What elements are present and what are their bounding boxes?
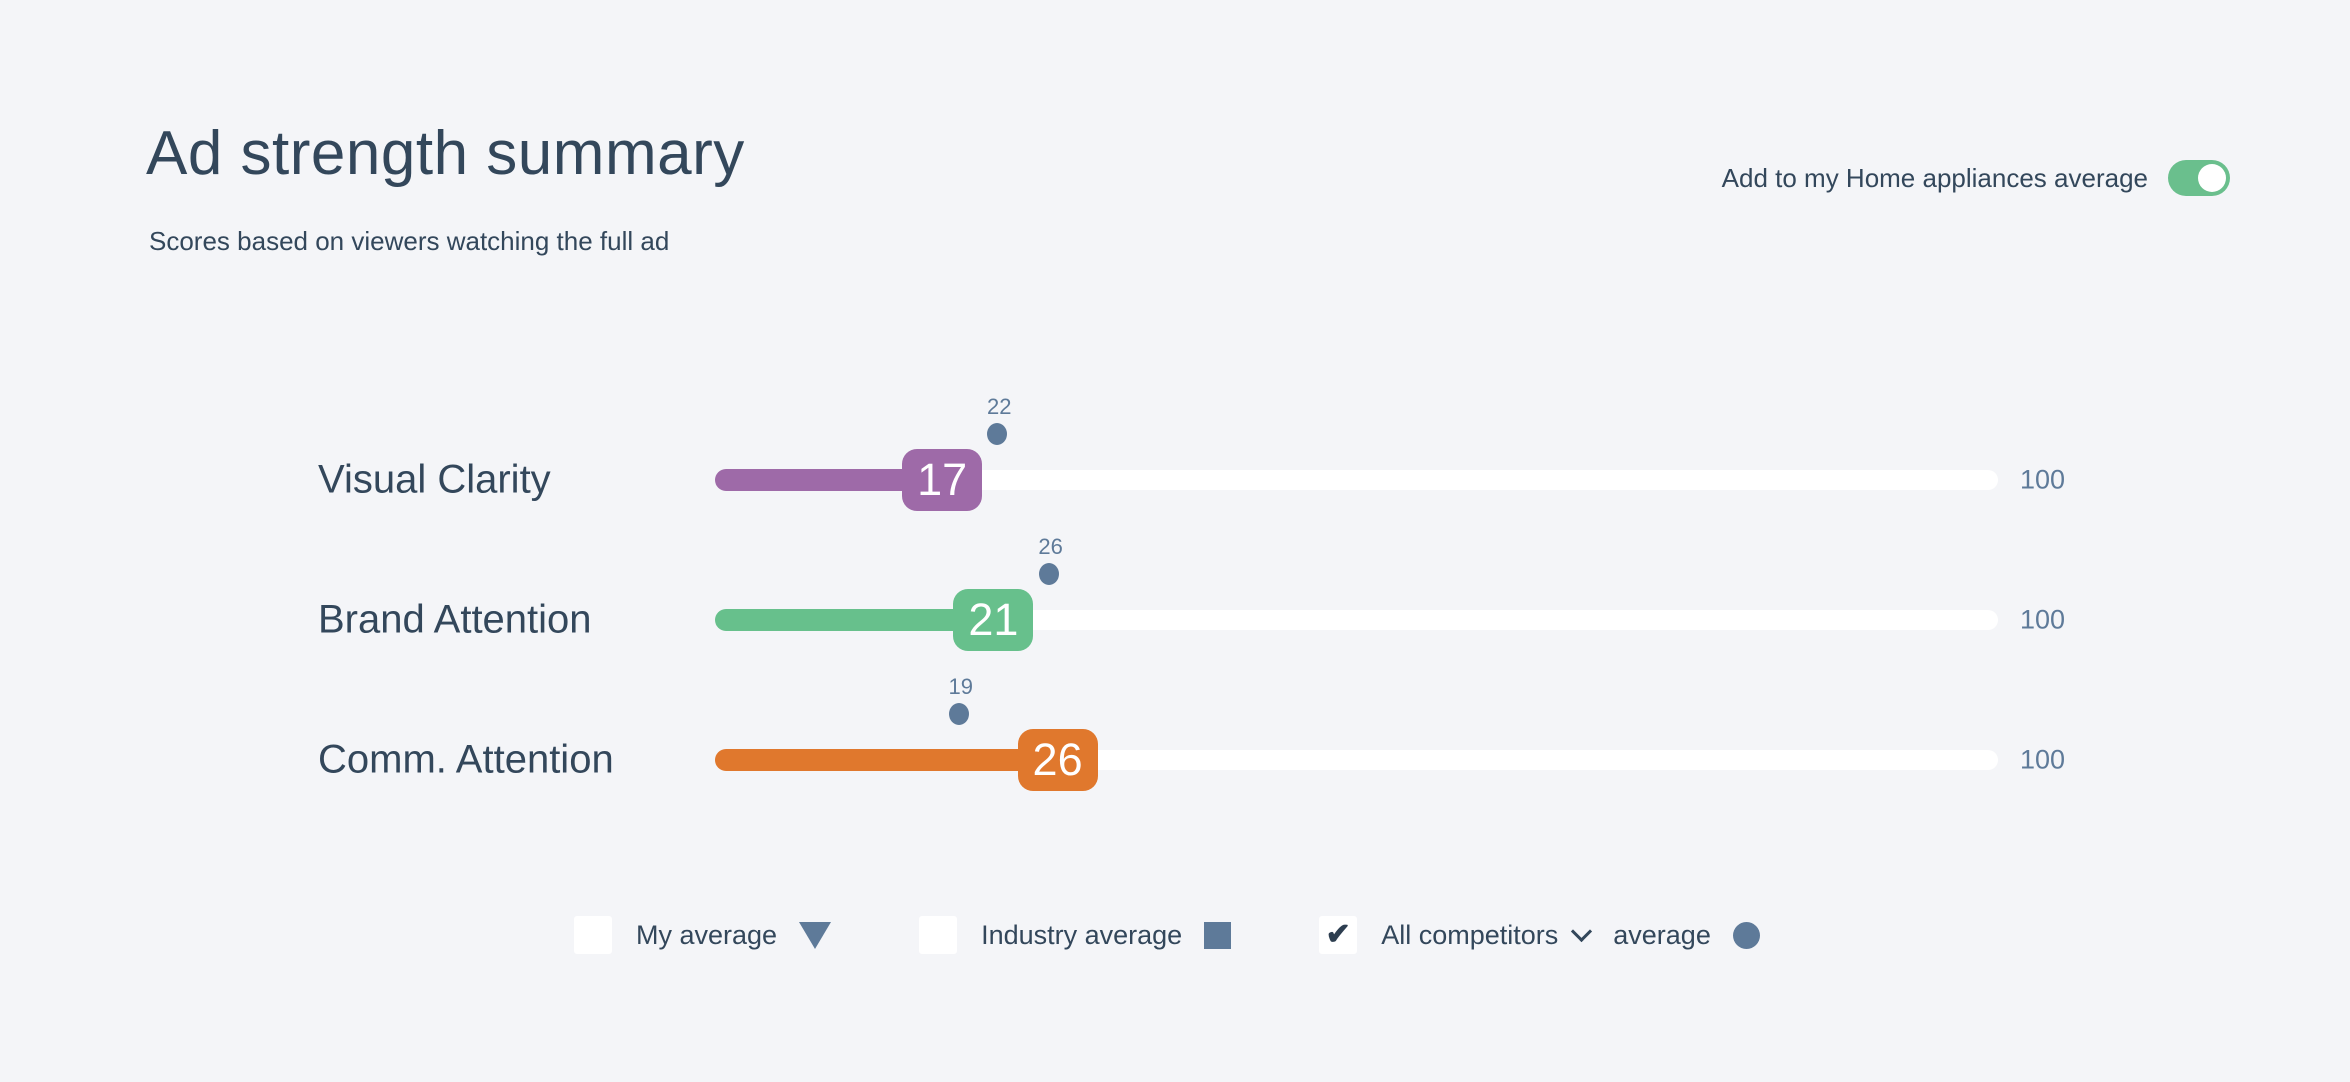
- score-value-badge: 21: [953, 589, 1034, 651]
- page-title: Ad strength summary: [146, 119, 745, 188]
- row-label: Brand Attention: [318, 597, 592, 642]
- axis-max-label: 100: [2020, 604, 2066, 635]
- legend-label: My average: [636, 919, 778, 950]
- score-value-badge: 17: [902, 449, 983, 511]
- chevron-down-icon: [1571, 920, 1593, 942]
- page-subtitle: Scores based on viewers watching the ful…: [149, 226, 670, 256]
- legend-item: Industry average: [919, 916, 1232, 954]
- score-bar: [715, 469, 934, 491]
- triangle-down-marker-icon: [799, 921, 832, 949]
- average-toggle-switch[interactable]: [2168, 160, 2230, 196]
- competitor-average-dot: [948, 703, 969, 725]
- chart-legend: My average Industry average ✔ All competito…: [574, 916, 1760, 954]
- average-toggle-group: Add to my Home appliances average: [1722, 160, 2230, 196]
- competitor-average-value: 22: [987, 394, 1012, 419]
- axis-max-label: 100: [2020, 744, 2066, 775]
- competitor-average-dot: [987, 423, 1008, 445]
- axis-max-label: 100: [2020, 464, 2066, 495]
- legend-label: Industry average: [981, 919, 1183, 950]
- competitor-average-value: 19: [948, 674, 974, 699]
- score-bar: [715, 749, 1049, 771]
- legend-item: ✔ All competitors average: [1319, 916, 1760, 954]
- legend-checkbox[interactable]: [574, 916, 612, 954]
- row-label: Comm. Attention: [318, 737, 614, 782]
- score-value-badge: 26: [1017, 729, 1098, 791]
- average-toggle-label: Add to my Home appliances average: [1721, 162, 2148, 193]
- legend-item: My average: [574, 916, 832, 954]
- bar-track: [715, 470, 1998, 490]
- legend-suffix-label: average: [1613, 919, 1711, 950]
- row-label: Visual Clarity: [318, 457, 551, 502]
- score-bar: [715, 609, 985, 631]
- competitor-average-value: 26: [1038, 534, 1063, 559]
- competitor-set-dropdown[interactable]: All competitors: [1357, 919, 1593, 951]
- legend-label: All competitors: [1381, 919, 1559, 950]
- legend-checkbox[interactable]: ✔: [1319, 916, 1358, 954]
- square-marker-icon: [1204, 921, 1232, 949]
- bar-track: [715, 610, 1998, 630]
- legend-checkbox[interactable]: [919, 916, 958, 954]
- checkmark-icon: ✔: [1325, 918, 1351, 951]
- toggle-knob-icon: [2198, 164, 2226, 192]
- competitor-average-dot: [1038, 563, 1059, 585]
- circle-marker-icon: [1732, 921, 1760, 949]
